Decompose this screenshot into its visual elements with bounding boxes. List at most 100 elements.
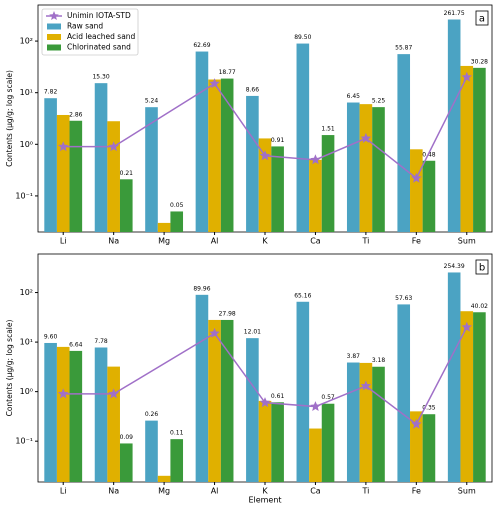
- panel-label-box: [475, 259, 489, 275]
- bar: [397, 304, 411, 482]
- bar: [422, 160, 436, 232]
- value-label: 3.18: [372, 357, 386, 364]
- bar: [359, 362, 373, 482]
- line-marker: [209, 327, 220, 338]
- x-axis-label: Element: [248, 496, 281, 505]
- line-marker: [108, 141, 119, 152]
- line-marker: [461, 71, 472, 82]
- x-tick-label: Na: [108, 237, 119, 246]
- bar: [258, 138, 272, 232]
- value-label: 27.98: [219, 310, 236, 317]
- value-label: 55.87: [395, 45, 412, 52]
- line-marker: [360, 132, 372, 143]
- legend-swatch: [47, 34, 61, 40]
- x-tick-label: Fe: [412, 487, 421, 496]
- value-label: 254.39: [444, 263, 465, 270]
- bar: [170, 211, 184, 232]
- value-label: 0.48: [422, 151, 436, 158]
- legend-label: Unimin IOTA-STD: [67, 11, 131, 20]
- value-label: 57.63: [395, 295, 412, 302]
- line-marker: [360, 380, 372, 391]
- value-label: 18.77: [219, 69, 236, 76]
- line-marker: [259, 150, 271, 161]
- bar: [145, 107, 158, 232]
- bar: [56, 346, 70, 482]
- value-label: 6.64: [69, 341, 83, 348]
- bar: [346, 362, 360, 482]
- y-tick-label: 10⁰: [20, 140, 33, 149]
- y-tick-label: 10⁰: [20, 387, 33, 396]
- line: [63, 76, 468, 180]
- value-label: 1.51: [321, 126, 335, 133]
- x-tick-label: Ti: [361, 487, 369, 496]
- line-marker: [58, 388, 69, 399]
- value-label: 89.96: [193, 285, 210, 292]
- line-marker: [411, 172, 422, 183]
- bar: [208, 319, 221, 482]
- line-marker: [310, 401, 321, 411]
- bar: [107, 366, 120, 482]
- x-tick-label: Ca: [310, 237, 321, 246]
- bar: [44, 98, 57, 232]
- bar: [258, 400, 272, 482]
- value-label: 2.86: [69, 111, 83, 118]
- bar: [397, 54, 411, 232]
- panel-label: b: [479, 263, 485, 274]
- value-label: 0.09: [120, 434, 134, 441]
- bar: [246, 95, 259, 232]
- panel-label: a: [479, 14, 485, 25]
- bar: [157, 475, 171, 482]
- y-axis-label: Contents (μg/g; log scale): [5, 320, 14, 417]
- bar: [271, 402, 284, 482]
- x-tick-label: Li: [60, 487, 67, 496]
- bar: [410, 149, 423, 232]
- panel-label-box: [475, 10, 489, 26]
- value-label: 7.78: [94, 338, 108, 345]
- bar: [271, 146, 284, 232]
- y-tick-label: 10²: [20, 288, 33, 297]
- value-label: 6.45: [347, 93, 361, 100]
- bar: [473, 312, 486, 482]
- bar: [422, 414, 436, 482]
- legend-marker: [49, 11, 59, 20]
- value-label: 89.50: [294, 34, 311, 41]
- y-tick-label: 10²: [20, 37, 33, 46]
- bar: [447, 272, 461, 482]
- x-tick-label: Ti: [361, 237, 369, 246]
- value-label: 0.05: [170, 202, 184, 209]
- legend-swatch: [47, 44, 61, 51]
- bar: [246, 338, 259, 482]
- x-tick-label: Mg: [158, 487, 170, 496]
- line-marker: [259, 397, 271, 408]
- bar: [321, 135, 335, 232]
- bar: [195, 51, 209, 232]
- y-tick-label: 10¹: [20, 338, 33, 347]
- bar: [410, 411, 423, 482]
- bar: [447, 19, 461, 233]
- x-tick-label: Sum: [458, 487, 476, 496]
- bar: [309, 159, 322, 232]
- value-label: 7.82: [44, 89, 58, 96]
- line-marker: [58, 141, 69, 152]
- x-tick-label: K: [262, 487, 268, 496]
- value-label: 8.66: [246, 86, 260, 93]
- x-tick-label: Li: [60, 237, 67, 246]
- bar: [208, 79, 221, 232]
- x-tick-label: Fe: [412, 237, 421, 246]
- bar: [372, 366, 385, 482]
- x-tick-label: Mg: [158, 237, 170, 246]
- bar: [119, 443, 133, 482]
- bar: [157, 222, 171, 232]
- bar: [296, 301, 310, 482]
- bar: [473, 67, 486, 232]
- bar: [170, 439, 184, 482]
- bar: [460, 311, 474, 482]
- value-label: 0.61: [271, 393, 285, 400]
- value-label: 9.60: [44, 333, 58, 340]
- bar: [220, 319, 234, 482]
- bar: [69, 120, 83, 232]
- value-label: 3.87: [347, 353, 361, 360]
- bar: [359, 104, 373, 232]
- x-tick-label: Ca: [310, 487, 321, 496]
